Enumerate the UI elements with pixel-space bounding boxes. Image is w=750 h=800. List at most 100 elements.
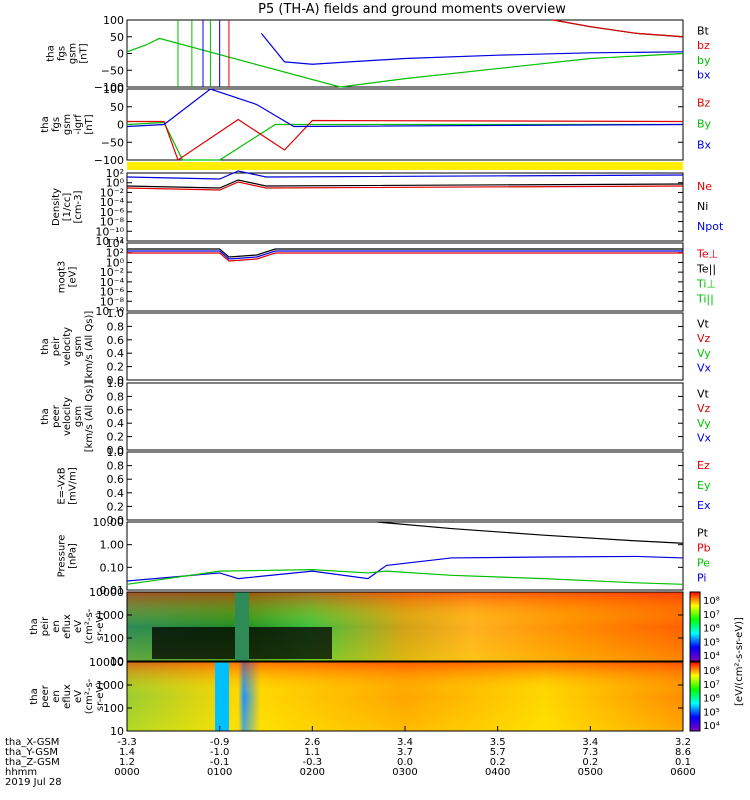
panel-peer_spec: 10000 1000 100 10 tha peer en eflux eV (cm²-s-sr-… bbox=[29, 656, 684, 738]
legend-Ne: Ne bbox=[697, 180, 712, 193]
temperature-tick-label: 10⁻⁸ bbox=[100, 295, 125, 308]
fgs_gsm-tick-label: 50 bbox=[110, 31, 124, 44]
x-tick-value: 0400 bbox=[485, 767, 510, 778]
x-tick-value: 0.1 bbox=[675, 757, 691, 768]
plot-title: P5 (TH-A) fields and ground moments over… bbox=[258, 2, 566, 17]
fgs_gsm-tick-label: −100 bbox=[94, 81, 124, 94]
peir_spec-ylabel: en bbox=[51, 620, 62, 633]
quality-flag-bar bbox=[127, 162, 683, 170]
panel-pressure: 10.00 1.00 0.10 0.01 Pressure [nPa] Pt Pb Pe Pi bbox=[57, 516, 711, 597]
peer_velocity-ylabel: [km/s (All Qs)] bbox=[84, 381, 95, 453]
peer_velocity-frame bbox=[126, 382, 684, 451]
peer_velocity-tick-label: 0.2 bbox=[107, 431, 125, 444]
peir_spec-tick-label: 10 bbox=[110, 655, 124, 668]
fgs_gsm_igrf-tick-label: 100 bbox=[103, 83, 124, 96]
peer_spec-tick-label: 10000 bbox=[89, 656, 124, 669]
colorbar-1 bbox=[689, 661, 701, 732]
peir_velocity-ylabel: [km/s (All Qs)] bbox=[84, 311, 95, 383]
legend-Vy: Vy bbox=[697, 347, 711, 360]
efield-tick-label: 0.8 bbox=[107, 460, 125, 473]
legend-Pt: Pt bbox=[697, 527, 709, 540]
efield-tick-label: 0.6 bbox=[107, 473, 125, 486]
colorbar-tick: 10⁵ bbox=[703, 707, 720, 718]
fgs_gsm_igrf-tick-label: 50 bbox=[110, 101, 124, 114]
colorbar-tick: 10⁴ bbox=[703, 721, 720, 732]
peer_spec-ylabel: sr-eV) bbox=[95, 682, 106, 711]
series-bz bbox=[553, 19, 684, 38]
legend-Bx: Bx bbox=[697, 139, 712, 152]
peer_spec-ylabel: (cm²-s- bbox=[84, 678, 95, 714]
legend-Pb: Pb bbox=[697, 542, 711, 555]
legend-Vt: Vt bbox=[697, 317, 710, 330]
peir_spec-ylabel: tha bbox=[29, 618, 40, 634]
fgs_gsm_igrf-tick-label: −100 bbox=[94, 154, 124, 167]
x-tick-value: 3.5 bbox=[490, 737, 506, 748]
density-tick-label: 10⁻⁶ bbox=[100, 206, 125, 219]
temperature-ylabel: [eV] bbox=[68, 267, 79, 288]
temperature-ylabel: moqt3 bbox=[57, 261, 68, 294]
density-trace bbox=[126, 170, 684, 180]
series-Bt bbox=[553, 19, 684, 38]
legend-Ez: Ez bbox=[697, 459, 710, 472]
peer_velocity-ylabel: peer bbox=[51, 404, 62, 428]
temperature-trace bbox=[127, 250, 683, 260]
temperature-tick-label: 10⁻² bbox=[100, 266, 124, 279]
peir_velocity-tick-label: 0.8 bbox=[107, 320, 125, 333]
legend-Ey: Ey bbox=[697, 479, 711, 492]
x-tick-value: 5.7 bbox=[490, 747, 506, 758]
series-Bx-igrf bbox=[126, 88, 684, 128]
density-ylabel: [1/cc] bbox=[62, 193, 73, 222]
legend-Npot: Npot bbox=[697, 220, 724, 233]
legend-Te⊥: Te⊥ bbox=[696, 248, 718, 261]
fgs_gsm-ylabel: fgs bbox=[57, 46, 68, 61]
x-tick-value: 8.6 bbox=[675, 747, 691, 758]
legend-Vz: Vz bbox=[697, 332, 711, 345]
x-tick-value: 0.2 bbox=[490, 757, 506, 768]
colorbar-tick: 10⁸ bbox=[703, 666, 720, 677]
x-row-label: 2019 Jul 28 bbox=[5, 777, 62, 788]
colorbar-tick: 10⁷ bbox=[703, 610, 720, 621]
x-tick-value: 0300 bbox=[392, 767, 417, 778]
temperature-tick-label: 10⁻⁶ bbox=[100, 286, 125, 299]
peir_velocity-tick-label: 0.6 bbox=[107, 334, 125, 347]
fgs_gsm-tick-label: 100 bbox=[103, 14, 124, 27]
legend-Vx: Vx bbox=[697, 362, 712, 375]
pressure-tick-label: 0.01 bbox=[100, 584, 125, 597]
pressure-ylabel: Pressure bbox=[57, 535, 68, 578]
peir_velocity-tick-label: 0.2 bbox=[107, 361, 125, 374]
x-tick-value: 0200 bbox=[300, 767, 325, 778]
fgs_gsm-ylabel: gsm bbox=[68, 43, 79, 64]
fgs_gsm_igrf-ylabel: tha bbox=[40, 116, 51, 132]
x-tick-value: 0.2 bbox=[582, 757, 598, 768]
density-ylabel: Density bbox=[51, 188, 62, 226]
peir_velocity-ylabel: gsm bbox=[73, 336, 84, 357]
peir_spec-ylabel: peir bbox=[40, 616, 51, 636]
temperature-tick-label: 10⁻⁴ bbox=[100, 276, 125, 289]
efield-ylabel: E=-VxB bbox=[57, 467, 68, 504]
legend-by: by bbox=[697, 54, 711, 67]
pressure-tick-label: 1.00 bbox=[100, 539, 125, 552]
density-frame bbox=[126, 172, 684, 242]
x-row-label: tha_Y-GSM bbox=[5, 747, 58, 758]
legend-bz: bz bbox=[697, 39, 710, 52]
colorbar-0 bbox=[689, 591, 701, 662]
peir_spec-ylabel: eflux bbox=[62, 614, 73, 639]
x-tick-value: 0500 bbox=[578, 767, 603, 778]
peer_spec-ylabel: en bbox=[51, 690, 62, 703]
temperature-trace bbox=[127, 252, 683, 262]
density-tick-label: 10² bbox=[106, 167, 124, 180]
peir_velocity-frame bbox=[126, 312, 684, 381]
peer_velocity-ylabel: velocity bbox=[62, 397, 73, 436]
cold-plasma-band bbox=[215, 662, 230, 731]
colorbars-group: 10⁸ 10⁷ 10⁶ 10⁵ 10⁴ 10⁸ 10⁷ 10⁶ 10⁵ 10⁴ [eV/(cm²-s… bbox=[689, 591, 745, 732]
peer_spec-tick-label: 1000 bbox=[96, 679, 124, 692]
peer_spec-ylabel: eflux bbox=[62, 684, 73, 709]
legend-Ex: Ex bbox=[697, 499, 711, 512]
panel-peir_spec: 10000 1000 100 10 tha peir en eflux eV (cm²-s-sr-… bbox=[29, 586, 684, 668]
fgs_gsm_igrf-ylabel: fgs bbox=[51, 117, 62, 132]
x-tick-value: 0000 bbox=[114, 767, 139, 778]
peer_velocity-tick-label: 0.6 bbox=[107, 404, 125, 417]
